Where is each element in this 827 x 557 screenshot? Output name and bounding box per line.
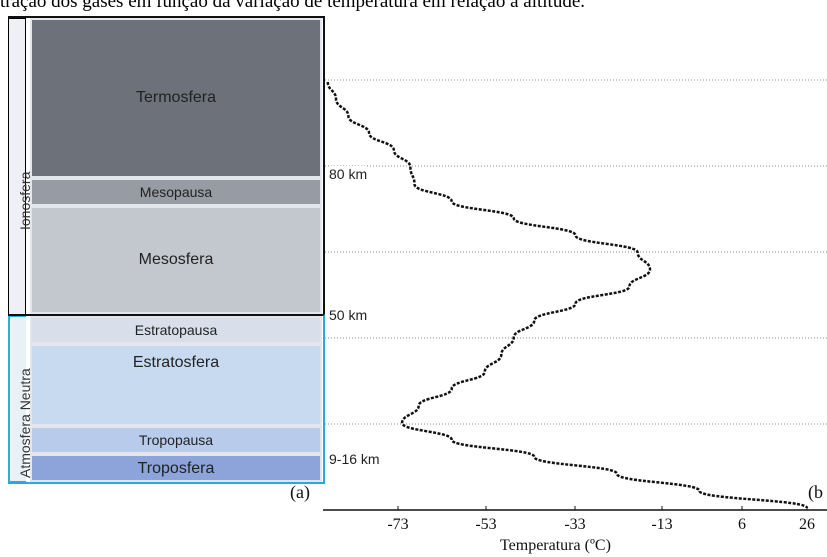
layer-estratosfera: Estratosfera — [30, 344, 322, 426]
layer-troposfera: Troposfera — [30, 454, 322, 482]
panel-a-label: (a) — [290, 482, 310, 502]
layer-estratopausa: Estratopausa — [30, 316, 322, 344]
gridlines — [325, 79, 827, 425]
x-tick-label: -53 — [475, 516, 497, 533]
neutral-atmosphere-frame — [8, 314, 325, 484]
x-tick-label: -73 — [387, 516, 409, 533]
layer-termosfera: Termosfera — [30, 18, 322, 178]
layer-tropopausa: Tropopausa — [30, 426, 322, 454]
altitude-label-9-16km: 9-16 km — [329, 451, 380, 467]
layer-mesopausa: Mesopausa — [30, 178, 322, 206]
altitude-label-50km: 50 km — [329, 307, 368, 323]
x-tick-label: -33 — [564, 516, 586, 533]
x-axis-label: Temperatura (ºC) — [500, 537, 611, 554]
x-tick-label: 26 — [799, 516, 815, 533]
x-tick-label: 6 — [738, 516, 746, 533]
x-tick-label: -13 — [651, 516, 673, 533]
temperature-curve — [326, 81, 809, 510]
layer-mesosfera: Mesosfera — [30, 206, 322, 314]
altitude-label-80km: 80 km — [329, 166, 368, 182]
figure-caption: tração dos gases em função da variação d… — [0, 0, 586, 12]
panel-b-label: (b — [808, 482, 823, 502]
